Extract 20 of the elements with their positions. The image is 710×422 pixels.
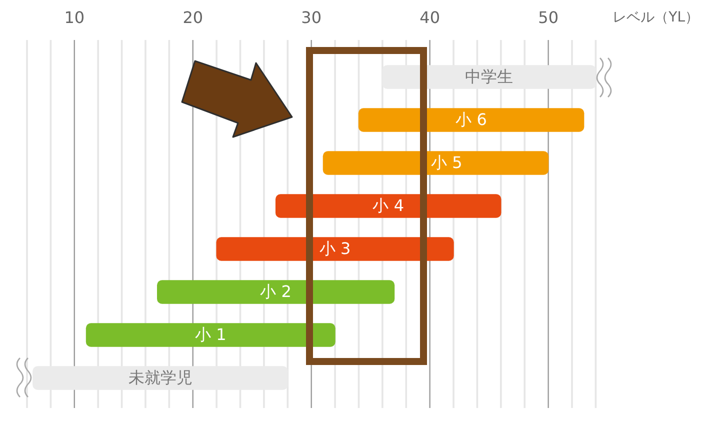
y-tick-label: 未就学児 <box>128 368 192 388</box>
y-tick-label: 小 2 <box>260 282 292 302</box>
y-tick-label: 小 5 <box>431 153 462 172</box>
x-tick-label: 40 <box>420 8 440 28</box>
y-tick-label: 小 1 <box>195 325 226 344</box>
y-tick-label: 小 3 <box>319 239 351 258</box>
bar <box>358 108 584 132</box>
bar <box>322 151 549 175</box>
bar <box>216 237 454 261</box>
x-tick-label: 20 <box>182 8 204 28</box>
y-tick-label: 小 4 <box>372 196 404 216</box>
bar <box>275 194 502 218</box>
y-tick-label: 中学生 <box>465 67 514 86</box>
x-axis-title: レベル（YL） <box>612 10 699 26</box>
bar <box>86 323 336 347</box>
x-tick-label: 10 <box>64 8 85 28</box>
x-tick-label: 50 <box>538 8 558 28</box>
y-tick-label: 小 6 <box>456 110 487 130</box>
x-tick-label: 30 <box>301 8 322 28</box>
bar <box>156 280 395 304</box>
